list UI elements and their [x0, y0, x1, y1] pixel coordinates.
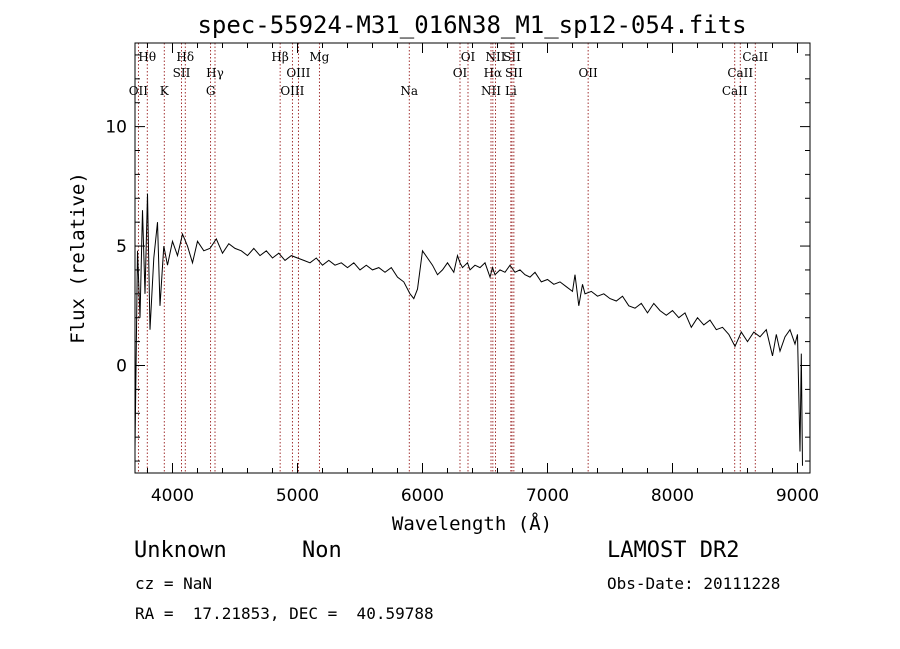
- spectral-line-label: SII: [173, 66, 191, 80]
- spectral-line-label: OI: [453, 66, 468, 80]
- spectral-line-label: Hδ: [176, 50, 194, 64]
- chart-title: spec-55924-M31_016N38_M1_sp12-054.fits: [197, 11, 746, 39]
- spectral-line-label: Na: [400, 84, 418, 98]
- spectral-line-label: OII: [129, 84, 149, 98]
- spectral-line-label: CaII: [727, 66, 753, 80]
- radec-label: RA = 17.21853, DEC = 40.59788: [135, 604, 434, 623]
- spectral-line-label: Li: [505, 84, 517, 98]
- x-tick-label: 4000: [151, 486, 194, 506]
- spectral-line-label: OIII: [286, 66, 310, 80]
- x-tick-label: 6000: [401, 486, 444, 506]
- spectral-line-label: Hγ: [206, 66, 224, 80]
- axis-ticks: 4000 5000 6000 7000 8000 9000 0 5 10: [105, 43, 819, 506]
- x-axis-label: Wavelength (Å): [392, 512, 552, 535]
- class-label: Unknown: [134, 538, 227, 563]
- x-tick-label: 9000: [776, 486, 819, 506]
- spectrum-series-line: [134, 193, 803, 466]
- y-tick-label: 5: [116, 237, 127, 257]
- spectral-line-label: Hθ: [138, 50, 156, 64]
- x-tick-label: 7000: [526, 486, 569, 506]
- spectral-line-label: OI: [461, 50, 476, 64]
- spectral-line-label: NII: [486, 50, 506, 64]
- spectral-line-label: OII: [578, 66, 598, 80]
- spectral-line-label: Hα: [484, 66, 503, 80]
- x-tick-label: 5000: [276, 486, 319, 506]
- survey-label: LAMOST DR2: [607, 538, 740, 563]
- y-axis-label: Flux (relative): [67, 172, 89, 344]
- spectral-line-label: Hβ: [271, 50, 288, 64]
- spectral-line-label: CaII: [742, 50, 768, 64]
- cz-label: cz = NaN: [135, 574, 213, 593]
- spectral-line-label: NII: [481, 84, 501, 98]
- spectral-line-label: SII: [503, 50, 521, 64]
- subclass-label: Non: [302, 538, 342, 563]
- spectral-line-label: SII: [505, 66, 523, 80]
- y-tick-label: 10: [105, 118, 127, 138]
- y-tick-label: 0: [116, 357, 127, 377]
- spectral-line-label: G: [206, 84, 216, 98]
- spectral-line-label: OIII: [280, 84, 304, 98]
- plot-area: [134, 193, 803, 466]
- plot-frame: [134, 42, 811, 474]
- obs-date-label: Obs-Date: 20111228: [607, 574, 781, 593]
- x-tick-label: 8000: [651, 486, 694, 506]
- spectral-line-label: K: [160, 84, 170, 98]
- spectral-line-label: Mg: [309, 50, 329, 64]
- spectral-line-label: CaII: [722, 84, 748, 98]
